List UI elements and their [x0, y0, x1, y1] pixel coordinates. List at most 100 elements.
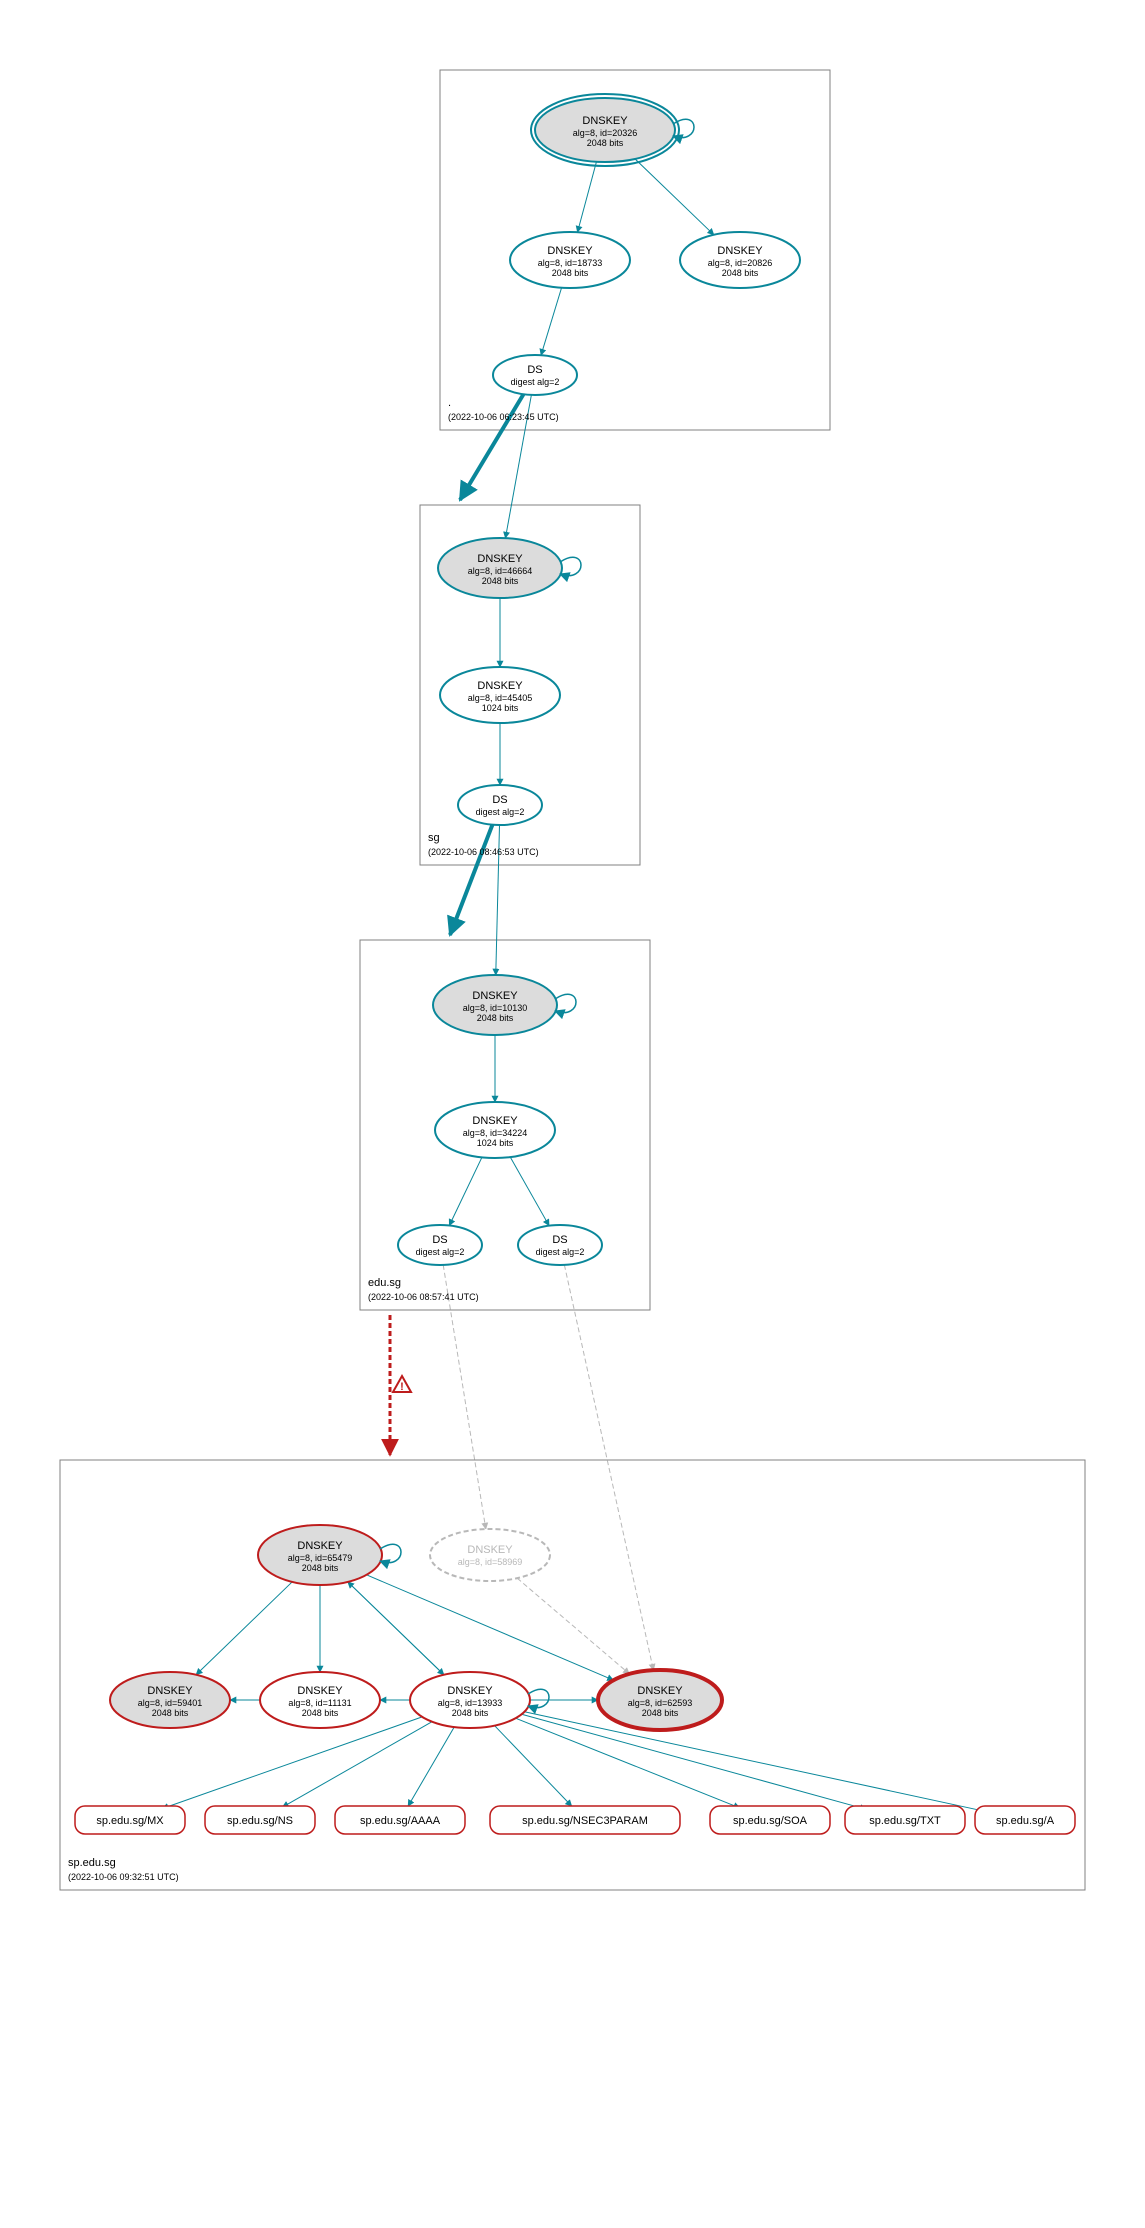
node-sub: alg=8, id=45405 — [468, 693, 533, 703]
node-sub: 2048 bits — [642, 1708, 679, 1718]
node-sub: alg=8, id=20826 — [708, 258, 773, 268]
edge — [348, 1582, 444, 1675]
node-title: DNSKEY — [297, 1540, 343, 1552]
node-title: DNSKEY — [637, 1685, 683, 1697]
node-n16: DNSKEYalg=8, id=139332048 bits — [410, 1672, 549, 1728]
node-n9: DNSKEYalg=8, id=342241024 bits — [435, 1102, 555, 1158]
node-sub: alg=8, id=65479 — [288, 1553, 353, 1563]
rr-r5: sp.edu.sg/SOA — [710, 1806, 830, 1834]
node-n15: DNSKEYalg=8, id=111312048 bits — [260, 1672, 380, 1728]
zone-timestamp: (2022-10-06 08:46:53 UTC) — [428, 847, 539, 857]
zone-label: . — [448, 397, 451, 409]
edge — [196, 1582, 292, 1675]
node-title: DNSKEY — [582, 115, 628, 127]
edge — [524, 1712, 985, 1812]
rr-r3: sp.edu.sg/AAAA — [335, 1806, 465, 1834]
node-sub: alg=8, id=18733 — [538, 258, 603, 268]
node-title: DNSKEY — [472, 1115, 518, 1127]
node-n5: DNSKEYalg=8, id=466642048 bits — [438, 538, 581, 598]
node-sub: alg=8, id=11131 — [288, 1698, 351, 1708]
node-title: DNSKEY — [547, 245, 593, 257]
edge — [367, 1575, 614, 1680]
node-title: DNSKEY — [467, 1544, 513, 1556]
edge — [522, 1714, 867, 1809]
zone-label: sg — [428, 832, 440, 844]
node-sub: alg=8, id=62593 — [628, 1698, 693, 1708]
edge — [577, 162, 596, 232]
node-sub: 1024 bits — [482, 703, 519, 713]
zone-timestamp: (2022-10-06 06:23:45 UTC) — [448, 412, 559, 422]
warning-icon: ! — [393, 1376, 411, 1393]
node-sub: 2048 bits — [452, 1708, 489, 1718]
self-loop — [673, 119, 694, 137]
edge — [516, 1718, 740, 1808]
self-loop — [528, 1689, 549, 1707]
node-title: DS — [432, 1234, 447, 1246]
node-sub: 2048 bits — [587, 138, 624, 148]
node-title: DS — [527, 364, 542, 376]
node-sub: alg=8, id=34224 — [463, 1128, 528, 1138]
edge — [449, 1157, 482, 1225]
node-sub: 1024 bits — [477, 1138, 514, 1148]
node-sub: 2048 bits — [482, 576, 519, 586]
node-n12: DNSKEYalg=8, id=654792048 bits — [258, 1525, 401, 1585]
node-sub: digest alg=2 — [511, 377, 560, 387]
node-sub: alg=8, id=10130 — [463, 1003, 528, 1013]
node-title: DNSKEY — [447, 1685, 493, 1697]
node-sub: 2048 bits — [477, 1013, 514, 1023]
edge — [541, 288, 562, 355]
edge — [517, 1578, 629, 1674]
node-title: DS — [552, 1234, 567, 1246]
zone-timestamp: (2022-10-06 08:57:41 UTC) — [368, 1292, 479, 1302]
zone-label: sp.edu.sg — [68, 1857, 116, 1869]
rr-r7: sp.edu.sg/A — [975, 1806, 1075, 1834]
node-n14: DNSKEYalg=8, id=594012048 bits — [110, 1672, 230, 1728]
edge — [408, 1727, 454, 1806]
rr-label: sp.edu.sg/A — [996, 1815, 1055, 1827]
node-title: DNSKEY — [477, 680, 523, 692]
rr-r1: sp.edu.sg/MX — [75, 1806, 185, 1834]
node-n7: DSdigest alg=2 — [458, 785, 542, 825]
node-sub: 2048 bits — [302, 1563, 339, 1573]
node-sub: 2048 bits — [302, 1708, 339, 1718]
node-n2: DNSKEYalg=8, id=187332048 bits — [510, 232, 630, 288]
node-n6: DNSKEYalg=8, id=454051024 bits — [440, 667, 560, 723]
edge — [443, 1265, 486, 1529]
node-title: DNSKEY — [297, 1685, 343, 1697]
node-sub: alg=8, id=20326 — [573, 128, 638, 138]
node-sub: alg=8, id=59401 — [138, 1698, 203, 1708]
rr-label: sp.edu.sg/TXT — [869, 1815, 941, 1827]
node-n13: DNSKEYalg=8, id=58969 — [430, 1529, 550, 1581]
self-loop — [560, 557, 581, 575]
node-sub: digest alg=2 — [476, 807, 525, 817]
node-n10: DSdigest alg=2 — [398, 1225, 482, 1265]
node-title: DNSKEY — [477, 553, 523, 565]
edge — [282, 1722, 432, 1808]
node-n4: DSdigest alg=2 — [493, 355, 577, 395]
node-n11: DSdigest alg=2 — [518, 1225, 602, 1265]
rr-r4: sp.edu.sg/NSEC3PARAM — [490, 1806, 680, 1834]
rr-label: sp.edu.sg/MX — [96, 1815, 164, 1827]
rr-r2: sp.edu.sg/NS — [205, 1806, 315, 1834]
dnssec-diagram: ! DNSKEYalg=8, id=203262048 bitsDNSKEYal… — [0, 0, 1145, 2228]
node-n8: DNSKEYalg=8, id=101302048 bits — [433, 975, 576, 1035]
node-title: DNSKEY — [717, 245, 763, 257]
edge — [494, 1726, 571, 1807]
node-sub: digest alg=2 — [416, 1247, 465, 1257]
node-title: DS — [492, 794, 507, 806]
node-sub: 2048 bits — [552, 268, 589, 278]
edge — [450, 825, 492, 935]
self-loop — [380, 1544, 401, 1562]
node-sub: digest alg=2 — [536, 1247, 585, 1257]
self-loop — [555, 994, 576, 1012]
node-sub: 2048 bits — [152, 1708, 189, 1718]
node-sub: 2048 bits — [722, 268, 759, 278]
node-sub: alg=8, id=13933 — [438, 1698, 503, 1708]
rr-label: sp.edu.sg/AAAA — [360, 1815, 441, 1827]
node-n1: DNSKEYalg=8, id=203262048 bits — [531, 94, 694, 166]
edge — [510, 1157, 549, 1226]
node-sub: alg=8, id=58969 — [458, 1557, 523, 1567]
node-title: DNSKEY — [147, 1685, 193, 1697]
node-title: DNSKEY — [472, 990, 518, 1002]
node-n17: DNSKEYalg=8, id=625932048 bits — [598, 1670, 722, 1730]
